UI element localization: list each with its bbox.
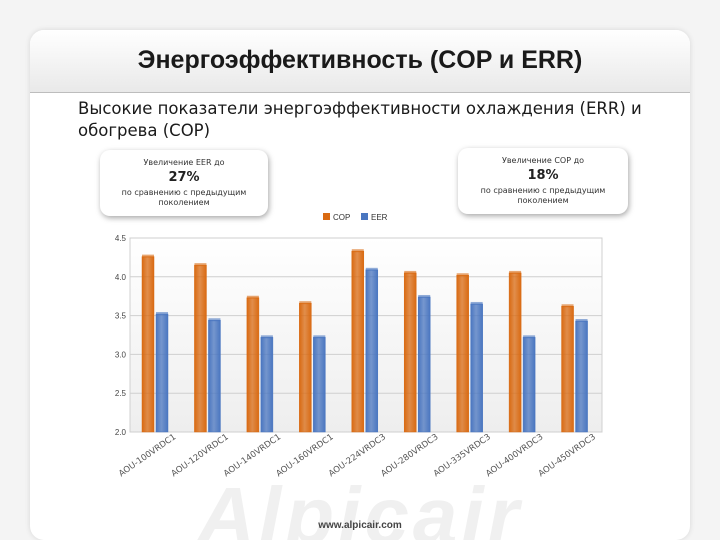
page-title: Энергоэффективность (COP и ERR) [137, 46, 583, 74]
eer-callout: Увеличение EER до 27% по сравнению с пре… [100, 150, 268, 216]
eer-bar [522, 337, 536, 433]
bar-cap [142, 254, 154, 258]
bar-chart: 2.0 2.5 3.0 3.5 4.0 4.5 AOU-100VRDC1AOU-120VRD… [115, 213, 603, 479]
eer-callout-comparison: по сравнению с предыдущим поколением [121, 188, 247, 207]
eer-bar [365, 269, 379, 433]
bar-cap [351, 249, 364, 253]
x-tick-label: AOU-160VRDC1 [274, 432, 335, 479]
cop-bar [299, 302, 312, 433]
eer-bar [575, 320, 588, 433]
title-bar: Энергоэффективность (COP и ERR) [30, 30, 690, 93]
cop-bar [194, 264, 207, 433]
eer-bar [155, 313, 169, 433]
cop-callout-label: Увеличение COP до [501, 156, 585, 165]
x-tick-label: AOU-120VRDC1 [170, 432, 231, 479]
x-tick-label: AOU-280VRDC3 [379, 432, 440, 479]
bar-cap [313, 335, 326, 339]
bar-cap [260, 335, 273, 339]
x-tick-label: AOU-140VRDC1 [222, 432, 283, 479]
bar-cap [418, 294, 431, 298]
bar-cap [246, 295, 259, 299]
bar-cap [365, 267, 378, 271]
cop-bar [508, 272, 522, 433]
eer-bar [470, 303, 483, 433]
eer-callout-value: 27% [168, 170, 200, 185]
y-tick-label: 2.0 [115, 428, 127, 437]
cop-callout: Увеличение COP до 18% по сравнению с пре… [458, 148, 628, 214]
y-tick-label: 3.0 [115, 350, 127, 359]
bar-cap [404, 270, 417, 274]
eer-bar [313, 337, 326, 433]
bar-cap [523, 335, 536, 339]
legend-label-eer: EER [371, 213, 388, 222]
x-tick-label: AOU-450VRDC3 [537, 432, 598, 479]
slide: Энергоэффективность (COP и ERR) Высокие … [30, 30, 690, 540]
eer-callout-label: Увеличение EER до [143, 158, 225, 167]
bar-cap [470, 301, 483, 305]
page-subtitle: Высокие показатели энергоэффективности о… [78, 99, 642, 140]
x-tick-label: AOU-400VRDC3 [484, 432, 545, 479]
x-tick-label: AOU-335VRDC3 [432, 432, 493, 479]
y-tick-label: 3.5 [115, 312, 127, 321]
bar-cap [208, 318, 221, 322]
legend-label-cop: COP [333, 213, 350, 222]
y-tick-label: 4.0 [115, 273, 127, 282]
cop-bar [561, 306, 574, 433]
y-tick-label: 4.5 [115, 234, 127, 243]
cop-bar [246, 297, 260, 433]
cop-bar [141, 256, 155, 433]
bar-cap [299, 301, 312, 305]
legend-swatch-cop [323, 213, 330, 220]
eer-bar [260, 337, 274, 433]
x-tick-label: AOU-100VRDC1 [117, 432, 178, 479]
eer-bar [208, 320, 221, 433]
bar-cap [561, 304, 574, 308]
brand-watermark: Alpicair [197, 471, 523, 540]
bar-cap [194, 263, 207, 267]
cop-callout-value: 18% [527, 168, 559, 183]
y-tick-label: 2.5 [115, 389, 127, 398]
cop-bar [456, 274, 469, 433]
bar-cap [156, 312, 168, 316]
legend-swatch-eer [361, 213, 368, 220]
bar-cap [509, 270, 522, 274]
cop-bar [403, 272, 417, 433]
cop-callout-comparison: по сравнению с предыдущим поколением [480, 186, 606, 205]
bar-cap [575, 319, 588, 323]
eer-bar [417, 296, 431, 433]
footer-url[interactable]: www.alpicair.com [318, 520, 402, 531]
cop-bar [351, 250, 365, 433]
x-tick-label: AOU-224VRDC3 [327, 432, 388, 479]
bar-cap [456, 273, 469, 277]
